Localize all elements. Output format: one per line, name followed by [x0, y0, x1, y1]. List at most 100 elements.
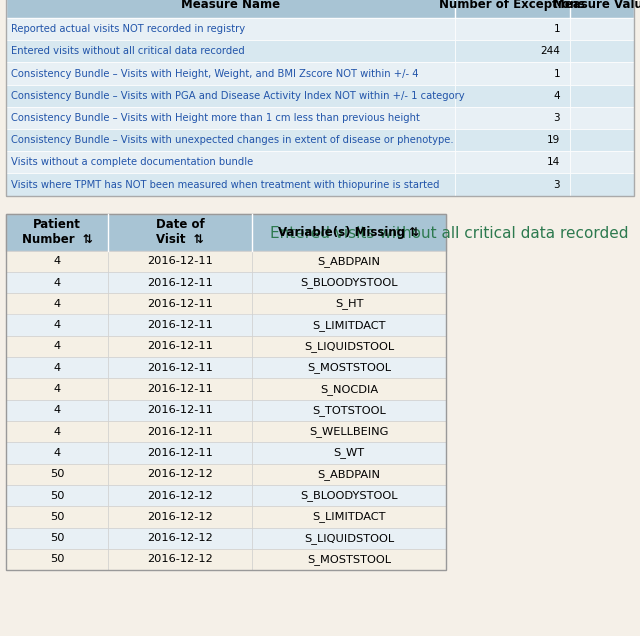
Bar [6, 314, 108, 336]
Bar [252, 251, 446, 272]
Bar [455, 151, 570, 174]
Bar [6, 0, 634, 196]
Text: S_ABDPAIN: S_ABDPAIN [317, 469, 381, 480]
Text: 4: 4 [53, 299, 61, 309]
Text: Consistency Bundle – Visits with Height, Weight, and BMI Zscore NOT within +/- 4: Consistency Bundle – Visits with Height,… [11, 69, 419, 78]
Bar [455, 85, 570, 107]
Bar [108, 399, 252, 421]
Bar [252, 336, 446, 357]
Bar [252, 527, 446, 549]
Text: Reported actual visits NOT recorded in registry: Reported actual visits NOT recorded in r… [11, 24, 245, 34]
Bar [108, 378, 252, 399]
Bar [6, 251, 108, 272]
Text: 4: 4 [53, 405, 61, 415]
Bar [108, 357, 252, 378]
Text: 4: 4 [53, 448, 61, 458]
Bar [455, 40, 570, 62]
Text: S_ABDPAIN: S_ABDPAIN [317, 256, 381, 266]
Text: S_LIMITDACT: S_LIMITDACT [312, 511, 386, 522]
Bar [108, 506, 252, 527]
Bar [455, 129, 570, 151]
Bar [6, 174, 455, 196]
Text: 2016-12-12: 2016-12-12 [147, 512, 213, 522]
Bar [570, 129, 634, 151]
Text: 2016-12-11: 2016-12-11 [147, 405, 213, 415]
Text: Number of Exceptions: Number of Exceptions [440, 0, 586, 11]
Bar [6, 62, 455, 85]
Bar [252, 357, 446, 378]
Bar [570, 40, 634, 62]
Text: 4: 4 [53, 320, 61, 330]
Text: 4: 4 [53, 384, 61, 394]
Text: S_NOCDIA: S_NOCDIA [320, 384, 378, 394]
Bar [6, 107, 455, 129]
Bar [570, 62, 634, 85]
Bar [108, 421, 252, 442]
Text: 2016-12-12: 2016-12-12 [147, 533, 213, 543]
Text: 4: 4 [554, 91, 560, 100]
Text: Variable(s) Missing ⇅: Variable(s) Missing ⇅ [278, 226, 420, 238]
Bar [252, 421, 446, 442]
Bar [570, 18, 634, 40]
Bar [6, 0, 634, 18]
Bar [108, 293, 252, 314]
Text: 4: 4 [53, 363, 61, 373]
Text: 2016-12-11: 2016-12-11 [147, 448, 213, 458]
Bar [455, 18, 570, 40]
Text: S_MOSTSTOOL: S_MOSTSTOOL [307, 363, 391, 373]
Text: Entered visits without all critical data recorded: Entered visits without all critical data… [271, 226, 629, 240]
Text: 2016-12-11: 2016-12-11 [147, 320, 213, 330]
Text: 3: 3 [554, 113, 560, 123]
Text: Date of
Visit  ⇅: Date of Visit ⇅ [156, 218, 204, 246]
Text: 2016-12-12: 2016-12-12 [147, 490, 213, 501]
Bar [6, 293, 108, 314]
Bar [6, 506, 108, 527]
Text: S_WT: S_WT [333, 448, 365, 459]
Bar [252, 549, 446, 570]
Text: Measure Name: Measure Name [181, 0, 280, 11]
Bar [570, 174, 634, 196]
Text: Visits where TPMT has NOT been measured when treatment with thiopurine is starte: Visits where TPMT has NOT been measured … [11, 179, 440, 190]
Bar [108, 251, 252, 272]
Bar [108, 549, 252, 570]
Bar [6, 421, 108, 442]
Bar [108, 527, 252, 549]
Text: S_WELLBEING: S_WELLBEING [309, 426, 388, 437]
Text: 2016-12-12: 2016-12-12 [147, 469, 213, 480]
Bar [455, 62, 570, 85]
Text: 2016-12-11: 2016-12-11 [147, 363, 213, 373]
Text: 1: 1 [554, 24, 560, 34]
Text: 244: 244 [540, 46, 560, 57]
Text: S_HT: S_HT [335, 298, 364, 309]
Bar [108, 485, 252, 506]
Text: 2016-12-11: 2016-12-11 [147, 342, 213, 352]
Bar [6, 485, 108, 506]
Text: 4: 4 [53, 342, 61, 352]
Bar [6, 85, 455, 107]
Text: 2016-12-11: 2016-12-11 [147, 427, 213, 437]
Bar [6, 378, 108, 399]
Text: 50: 50 [50, 469, 64, 480]
Text: 50: 50 [50, 512, 64, 522]
Bar [455, 174, 570, 196]
Bar [252, 272, 446, 293]
Text: S_LIMITDACT: S_LIMITDACT [312, 320, 386, 331]
Bar [108, 442, 252, 464]
Bar [6, 336, 108, 357]
Bar [252, 485, 446, 506]
Text: Consistency Bundle – Visits with PGA and Disease Activity Index NOT within +/- 1: Consistency Bundle – Visits with PGA and… [11, 91, 465, 100]
Text: S_BLOODYSTOOL: S_BLOODYSTOOL [300, 490, 397, 501]
Bar [6, 399, 108, 421]
Bar [6, 151, 455, 174]
Bar [570, 85, 634, 107]
Text: 4: 4 [53, 427, 61, 437]
Bar [6, 129, 455, 151]
Bar [108, 272, 252, 293]
Text: S_MOSTSTOOL: S_MOSTSTOOL [307, 554, 391, 565]
Bar [6, 549, 108, 570]
Text: Consistency Bundle – Visits with unexpected changes in extent of disease or phen: Consistency Bundle – Visits with unexpec… [11, 135, 454, 145]
Text: 50: 50 [50, 555, 64, 565]
Text: S_LIQUIDSTOOL: S_LIQUIDSTOOL [304, 341, 394, 352]
Text: S_TOTSTOOL: S_TOTSTOOL [312, 405, 386, 416]
Text: S_BLOODYSTOOL: S_BLOODYSTOOL [300, 277, 397, 288]
